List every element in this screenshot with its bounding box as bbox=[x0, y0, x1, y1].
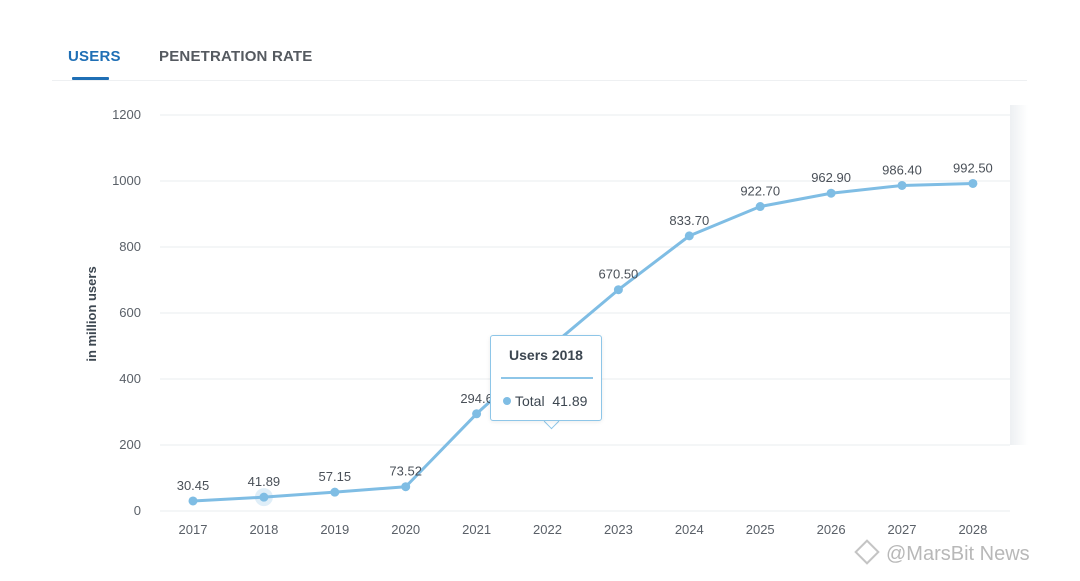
data-label-2028: 992.50 bbox=[953, 160, 993, 175]
watermark-text: @MarsBit News bbox=[886, 543, 1030, 565]
y-tick-label: 200 bbox=[119, 437, 141, 452]
y-tick-label: 400 bbox=[119, 371, 141, 386]
data-label-2017: 30.45 bbox=[177, 478, 210, 493]
data-label-2024: 833.70 bbox=[669, 213, 709, 228]
gridlines bbox=[160, 114, 1010, 512]
data-label-2025: 922.70 bbox=[740, 184, 780, 199]
data-point-2017 bbox=[188, 496, 198, 506]
watermark: @MarsBit News bbox=[854, 539, 1030, 566]
card-edge-shadow bbox=[1010, 105, 1028, 445]
x-tick-label: 2019 bbox=[320, 522, 349, 537]
tab-divider bbox=[52, 80, 1027, 81]
x-tick-label: 2027 bbox=[888, 522, 917, 537]
data-label-2023: 670.50 bbox=[599, 267, 639, 282]
series-line bbox=[191, 181, 975, 503]
x-tick-label: 2021 bbox=[462, 522, 491, 537]
data-point-2025 bbox=[755, 202, 765, 212]
y-tick-label: 800 bbox=[119, 239, 141, 254]
data-label-2018: 41.89 bbox=[248, 474, 281, 489]
data-label-2021: 294.6 bbox=[460, 391, 493, 406]
x-tick-label: 2020 bbox=[391, 522, 420, 537]
x-tick-label: 2025 bbox=[746, 522, 775, 537]
data-label-2027: 986.40 bbox=[882, 162, 922, 177]
x-tick-label: 2017 bbox=[179, 522, 208, 537]
x-tick-label: 2026 bbox=[817, 522, 846, 537]
active-tab-indicator bbox=[72, 77, 109, 80]
data-point-2027 bbox=[897, 180, 907, 190]
data-point-2019 bbox=[330, 487, 340, 497]
tab-users[interactable]: USERS bbox=[68, 48, 121, 65]
data-label-2020: 73.52 bbox=[389, 464, 422, 479]
y-tick-label: 0 bbox=[134, 503, 141, 518]
data-point-2021 bbox=[472, 409, 482, 419]
chart-tabs: USERS PENETRATION RATE bbox=[0, 0, 1080, 82]
x-tick-label: 2023 bbox=[604, 522, 633, 537]
data-label-2019: 57.15 bbox=[319, 469, 352, 484]
data-point-2024 bbox=[684, 231, 694, 241]
tooltip-row: Total 41.89 bbox=[503, 393, 587, 409]
y-axis-ticks: 0 200 400 600 800 1000 1200 bbox=[112, 107, 141, 518]
data-point-2028 bbox=[968, 178, 978, 188]
data-point-2026 bbox=[826, 188, 836, 198]
tooltip-title: Users 2018 bbox=[509, 347, 583, 363]
y-axis-label: in million users bbox=[84, 266, 99, 361]
x-axis-ticks: 2017 2018 2019 2020 2021 2022 2023 2024 2025 2026… bbox=[179, 522, 988, 537]
data-point-2020 bbox=[401, 482, 411, 492]
data-labels: 30.45 41.89 57.15 73.52 294.6 670.50 833.70 922… bbox=[177, 160, 993, 492]
x-tick-label: 2018 bbox=[249, 522, 278, 537]
tooltip-value: 41.89 bbox=[552, 393, 588, 409]
tooltip: Users 2018 Total 41.89 bbox=[490, 335, 602, 421]
series-total bbox=[191, 181, 975, 503]
data-point-2023 bbox=[613, 285, 623, 295]
data-point-2018 bbox=[259, 492, 269, 502]
y-tick-label: 1000 bbox=[112, 173, 141, 188]
tab-penetration-rate[interactable]: PENETRATION RATE bbox=[159, 48, 313, 65]
x-tick-label: 2028 bbox=[958, 522, 987, 537]
tooltip-series-label: Total bbox=[515, 393, 545, 409]
data-label-2026: 962.90 bbox=[811, 170, 851, 185]
x-tick-label: 2024 bbox=[675, 522, 704, 537]
tooltip-separator bbox=[501, 377, 593, 379]
y-tick-label: 600 bbox=[119, 305, 141, 320]
series-dot-icon bbox=[503, 397, 511, 405]
x-tick-label: 2022 bbox=[533, 522, 562, 537]
y-tick-label: 1200 bbox=[112, 107, 141, 122]
watermark-logo-icon bbox=[854, 539, 880, 565]
